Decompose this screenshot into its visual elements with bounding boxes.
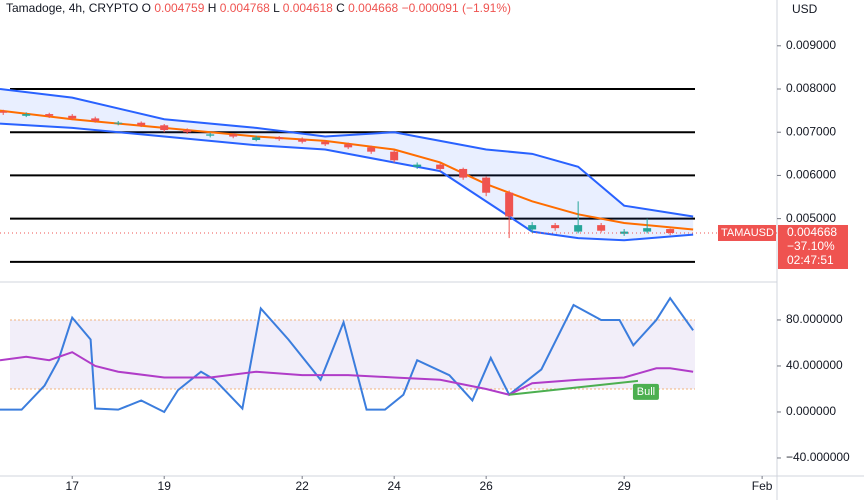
candle-body — [45, 114, 54, 116]
symbol: Tamadoge, 4h, CRYPTO — [6, 1, 138, 15]
field-label: O — [142, 1, 151, 15]
candle-body — [597, 225, 606, 231]
candle-body — [252, 137, 261, 140]
candle-body — [574, 225, 583, 232]
candle-body — [91, 118, 100, 121]
field-label: C — [336, 1, 345, 15]
candle-body — [482, 177, 491, 193]
candle-body — [528, 225, 537, 230]
band-basis — [0, 109, 694, 231]
candle-body — [413, 164, 422, 167]
candle-body — [206, 134, 215, 136]
candle-body — [459, 168, 468, 178]
x-tick-label: 26 — [479, 479, 493, 493]
candle-body — [68, 115, 77, 119]
candle-body — [505, 192, 514, 217]
x-tick-label: 17 — [66, 479, 80, 493]
y-tick-label: −40.000000 — [786, 450, 850, 464]
candle-body — [321, 141, 330, 145]
field-value: 0.004759 — [154, 1, 204, 15]
bull-label-box — [632, 383, 659, 400]
candle-body — [183, 130, 192, 133]
y-tick-label: 80.000000 — [786, 312, 843, 326]
field-value: 0.004668 — [348, 1, 398, 15]
change: −0.000091 (−1.91%) — [402, 1, 511, 15]
x-tick-label: 22 — [296, 479, 310, 493]
divergence-line — [509, 379, 639, 396]
last-price-value: 0.004668 — [787, 225, 837, 239]
last-price-change: −37.10% — [787, 239, 835, 253]
candle-body — [390, 151, 399, 161]
candle-body — [367, 147, 376, 152]
x-tick-label: 29 — [617, 479, 631, 493]
candle-body — [666, 229, 675, 233]
y-tick-label: 40.000000 — [786, 358, 843, 372]
x-tick-label: 19 — [158, 479, 172, 493]
series-line — [0, 296, 694, 414]
candle-body — [160, 125, 169, 131]
field-value: 0.004618 — [283, 1, 333, 15]
candle-body — [643, 228, 652, 232]
candle-body — [137, 122, 146, 126]
last-price-box — [778, 224, 848, 269]
band-fill — [0, 89, 694, 241]
y-tick-label: 0.008000 — [786, 81, 836, 95]
y-tick-label: 0.007000 — [786, 124, 836, 138]
last-price-countdown: 02:47:51 — [787, 253, 834, 267]
y-tick-label: 0.009000 — [786, 38, 836, 52]
candle-body — [114, 122, 123, 124]
candle-body — [0, 111, 8, 113]
series-line — [0, 351, 694, 396]
last-price-symbol: TAMAUSD — [721, 227, 774, 239]
x-tick-label: Feb — [752, 479, 773, 493]
y-tick-label: 0.005000 — [786, 211, 836, 225]
currency-label: USD — [792, 2, 818, 16]
field-label: H — [208, 1, 217, 15]
candle-body — [551, 225, 560, 229]
bull-label: Bull — [637, 386, 655, 398]
candle-body — [298, 139, 307, 142]
y-tick-label: 0.000000 — [786, 404, 836, 418]
candle-body — [436, 164, 445, 169]
band-upper — [0, 88, 694, 218]
last-price-symbol-box — [718, 224, 776, 241]
field-label: L — [273, 1, 280, 15]
field-value: 0.004768 — [220, 1, 270, 15]
x-tick-label: 24 — [387, 479, 401, 493]
candle-body — [344, 144, 353, 148]
y-tick-label: 0.006000 — [786, 168, 836, 182]
legend-header: Tamadoge, 4h, CRYPTO O 0.004759 H 0.0047… — [6, 1, 511, 15]
candle-body — [229, 134, 238, 137]
candle-body — [275, 137, 284, 140]
candle-body — [22, 114, 31, 116]
